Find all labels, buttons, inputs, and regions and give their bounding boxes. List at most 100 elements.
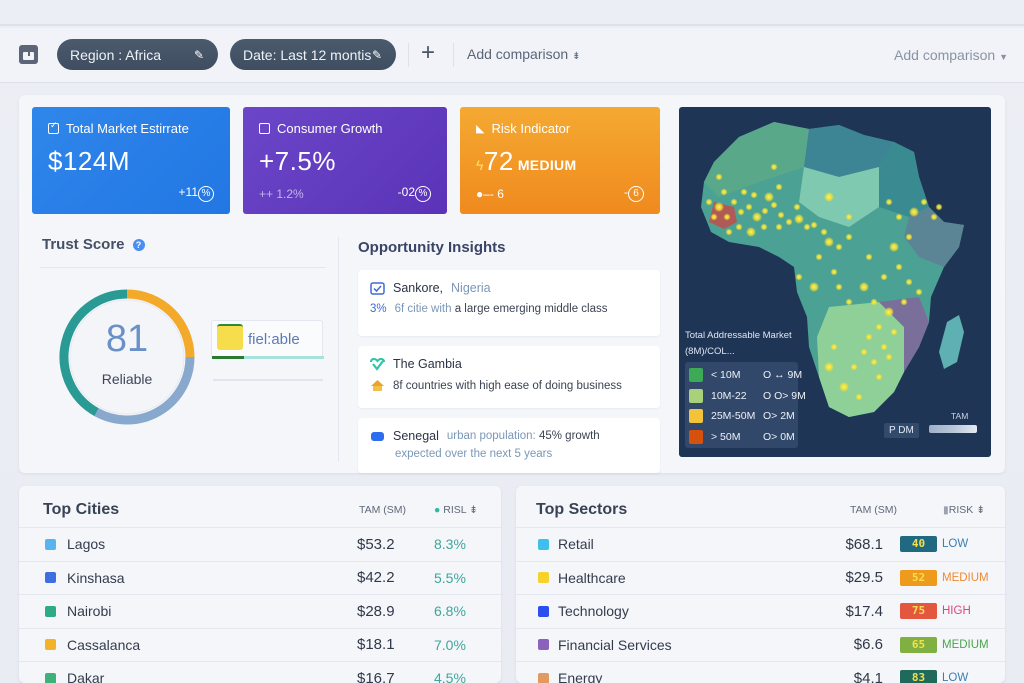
- city-row[interactable]: Dakar $16.7 4.5%: [19, 661, 501, 683]
- kpi-value-level: MEDIUM: [517, 157, 577, 173]
- insight-card[interactable]: The Gambia 8f countries with high ease o…: [358, 346, 660, 408]
- kpi-card-risk-indicator[interactable]: ◣ Risk Indicator ϟ72 MEDIUM ●‒- 6-6: [460, 107, 660, 214]
- help-icon[interactable]: ?: [132, 238, 145, 251]
- legend-value: O> 2M: [763, 409, 795, 422]
- donut-segment-teal: [59, 289, 128, 417]
- sector-color-swatch: [538, 538, 549, 550]
- top-sectors-panel: Top Sectors TAM (SM) ▮RISK ⇟ Retail $68.1…: [516, 486, 1005, 683]
- city-dot: [895, 263, 903, 271]
- column-header-risk-label: RISL: [443, 504, 467, 516]
- risk-icon: ◣: [476, 123, 485, 135]
- edit-pencil-icon[interactable]: ✎: [371, 47, 382, 62]
- city-dot: [803, 223, 811, 231]
- risk-score-badge: 40: [900, 536, 937, 552]
- sector-row[interactable]: Financial Services $6.6 65 MEDIUM: [516, 627, 1005, 661]
- legend-swatch: [689, 388, 703, 403]
- city-dot: [770, 201, 778, 209]
- city-row[interactable]: Kinshasa $42.2 5.5%: [19, 560, 501, 594]
- kpi-card-consumer-growth[interactable]: Consumer Growth +7.5% ++ 1.2% -02%: [243, 107, 447, 214]
- city-risk: 7.0%: [434, 636, 466, 653]
- city-dot: [710, 213, 718, 221]
- percent-circle-icon: %: [415, 186, 431, 202]
- filter-chip-date[interactable]: Date: Last 12 montis ✎: [230, 39, 396, 70]
- kpi-card-total-market[interactable]: ✓ Total Market Estirrate $124M +11%: [32, 107, 230, 214]
- city-row[interactable]: Nairobi $28.9 6.8%: [19, 594, 501, 627]
- city-row[interactable]: Lagos $53.2 8.3%: [19, 527, 501, 560]
- city-dot: [875, 373, 883, 381]
- region-south: [817, 302, 904, 417]
- risk-score-badge: 75: [900, 603, 937, 619]
- city-dot: [723, 213, 731, 221]
- city-tam: $18.1: [357, 636, 395, 653]
- edit-pencil-icon[interactable]: ✎: [193, 47, 204, 62]
- filter-toolbar: Region : Africa ✎ Date: Last 12 montis ✎…: [0, 28, 1024, 83]
- filter-chip-region[interactable]: Region : Africa ✎: [57, 39, 218, 70]
- city-dot: [895, 213, 903, 221]
- risk-level: MEDIUM: [942, 571, 989, 584]
- city-dot: [725, 228, 733, 236]
- city-dot: [865, 333, 873, 341]
- legend-swatch: [689, 408, 703, 423]
- add-comparison-dropdown[interactable]: Add comparison ▼: [894, 47, 1008, 63]
- column-header-risk[interactable]: ● RISL ⇟: [434, 504, 478, 516]
- legend-item: < 10M O ↔ 9M: [689, 367, 802, 382]
- add-filter-button[interactable]: +: [421, 39, 436, 66]
- sector-row[interactable]: Healthcare $29.5 52 MEDIUM: [516, 560, 1005, 594]
- legend-range: < 10M: [711, 368, 741, 381]
- divider: [408, 43, 409, 67]
- filter-sort-icon: ⇟: [572, 51, 581, 62]
- city-tam: $16.7: [357, 669, 395, 683]
- reliability-chip[interactable]: fiel:able: [211, 320, 324, 359]
- sector-tam: $17.4: [845, 602, 883, 620]
- africa-tam-map[interactable]: [679, 107, 991, 457]
- add-comparison-button[interactable]: Add comparison ⇟: [467, 46, 580, 62]
- city-dot: [760, 223, 768, 231]
- sector-row[interactable]: Energy $4.1 83 LOW: [516, 661, 1005, 683]
- trust-score-title-text: Trust Score: [42, 236, 125, 253]
- insight-card[interactable]: Senegal urban population: 45% growth exp…: [358, 418, 660, 473]
- percent-circle-icon: %: [198, 186, 214, 202]
- kpi-change-value: +11: [178, 185, 198, 199]
- business-icon: [371, 380, 384, 391]
- region-central: [799, 167, 879, 227]
- city-name: Cassalanca: [67, 636, 141, 653]
- trust-score-donut: [59, 289, 195, 425]
- kpi-change: -02%: [398, 185, 431, 202]
- column-header-risk[interactable]: ▮RISK ⇟: [943, 504, 985, 516]
- sector-row[interactable]: Retail $68.1 40 LOW: [516, 527, 1005, 560]
- tam-scale-bar[interactable]: [929, 424, 978, 433]
- insight-title-country: Nigeria: [451, 281, 491, 295]
- city-dot: [835, 283, 843, 291]
- city-dot: [875, 323, 883, 331]
- risk-score-badge: 65: [900, 636, 937, 653]
- city-risk: 8.3%: [434, 536, 466, 552]
- city-dot: [830, 268, 838, 276]
- city-dot: [740, 188, 748, 196]
- column-header-tam[interactable]: TAM (SM): [850, 504, 898, 516]
- reliability-swatch: [217, 324, 243, 350]
- insight-pct: 3%: [370, 303, 387, 315]
- legend-range: 25M-50M: [711, 409, 756, 422]
- legend-swatch: [689, 429, 703, 444]
- top-cities-title: Top Cities: [43, 501, 120, 518]
- insight-sub-text: a large emerging middle class: [454, 303, 608, 315]
- insight-title: Senegal: [393, 429, 439, 443]
- region-south-east: [879, 297, 929, 372]
- risk-level: LOW: [942, 672, 969, 683]
- insight-card[interactable]: Sankore, Nigeria 3% 6f citie with a large…: [358, 270, 660, 336]
- filter-chip-label: Region : Africa: [70, 46, 162, 63]
- column-header-tam[interactable]: TAM (SM): [359, 504, 407, 516]
- export-icon[interactable]: [19, 45, 38, 64]
- city-color-swatch: [45, 672, 56, 683]
- chevron-down-icon: ▼: [999, 52, 1008, 62]
- city-dot: [785, 218, 793, 226]
- city-dot: [737, 208, 745, 216]
- divider: [213, 379, 323, 381]
- tam-scale[interactable]: P DM: [884, 420, 978, 438]
- sector-row[interactable]: Technology $17.4 75 HIGH: [516, 594, 1005, 627]
- city-dot: [809, 282, 819, 292]
- city-name: Kinshasa: [67, 569, 125, 586]
- city-row[interactable]: Cassalanca $18.1 7.0%: [19, 627, 501, 661]
- city-tam: $42.2: [357, 569, 395, 586]
- city-dot: [880, 273, 888, 281]
